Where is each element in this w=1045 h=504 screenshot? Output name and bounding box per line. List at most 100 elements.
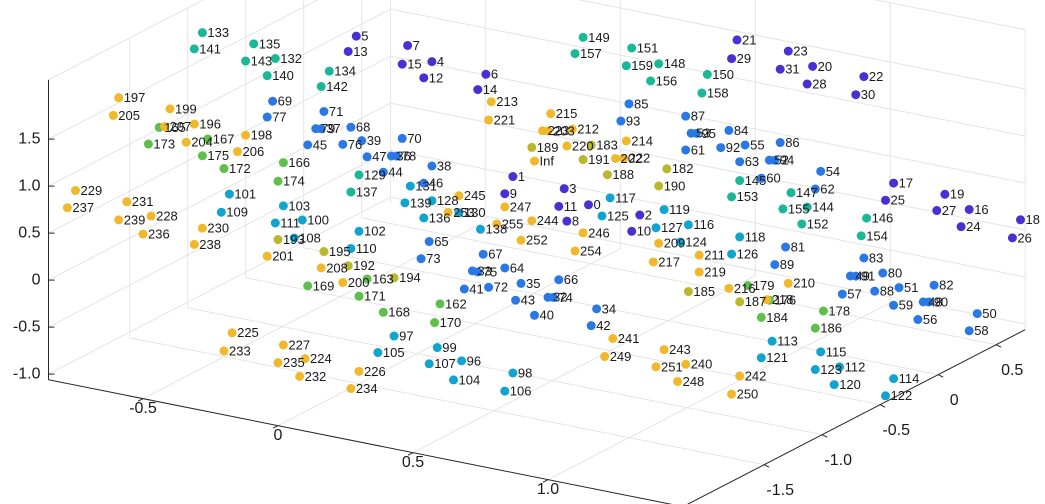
point-label: 187 [745,294,767,309]
point-label: 2 [645,207,652,222]
point [600,352,610,362]
point [427,57,437,67]
grid-line [412,275,756,454]
point [683,287,693,297]
point [956,222,966,232]
point [889,178,899,188]
point-label: 248 [683,374,705,389]
grid-line [390,149,1026,278]
grid-line [48,55,391,234]
point-label: 53 [696,126,710,141]
point-label: 90 [934,294,948,309]
point [651,223,661,233]
grid-line [48,196,391,375]
point-label: 97 [399,328,413,343]
point-label: 243 [669,342,691,357]
point [964,205,974,214]
point-label: 42 [596,318,610,333]
point [432,343,442,353]
point [197,151,207,161]
point-label: 19 [950,187,964,202]
point-label: 31 [785,62,799,77]
point-label: 108 [299,230,321,245]
point-label: 74 [558,290,572,305]
point [424,237,434,247]
point-label: 215 [556,106,578,121]
y-tick-label: -1.5 [766,482,794,499]
point [648,257,658,267]
point [735,176,745,186]
point [419,73,429,83]
point [500,263,510,273]
point-label: 28 [812,76,826,91]
point [735,371,745,381]
point-label: 113 [777,334,798,349]
point-label: 204 [191,135,213,150]
point [189,239,199,249]
point-label: 207 [170,119,192,134]
point [783,278,793,288]
point-label: 247 [510,199,532,214]
point [500,189,510,199]
grid-line [142,221,486,400]
point [781,242,791,252]
grid-line [303,247,939,376]
point-label: 52 [774,153,788,168]
point-label: 133 [207,25,229,40]
point-label: 165 [164,120,186,135]
point-label: 83 [869,250,883,265]
point-label: 211 [704,248,725,263]
point-label: 142 [326,79,348,94]
point-label: 224 [310,351,332,366]
point-label: 139 [410,195,432,210]
point [808,61,818,71]
point-label: 49 [855,268,869,283]
point-label: 153 [737,189,759,204]
point [697,88,707,98]
point [351,31,361,41]
point [605,193,615,203]
point-label: 13 [353,44,367,59]
point-label: 125 [607,208,629,223]
point-label: 57 [847,287,861,302]
grid-line [129,337,765,466]
box-edge [873,0,1026,31]
point [683,220,693,230]
point [203,134,213,144]
grid-line [361,217,997,346]
point-label: 59 [899,298,913,313]
point [775,138,785,148]
point [389,331,399,341]
point-label: 18 [1026,212,1040,227]
point [484,115,494,125]
point-label: 43 [521,293,535,308]
point-label: 44 [388,165,402,180]
y-tick [995,344,1002,348]
point-label: 255 [502,216,524,231]
point-label: 11 [564,199,578,214]
point [562,141,572,151]
point-label: 218 [772,292,794,307]
point [727,249,737,259]
z-tick-label: 1.5 [18,130,40,147]
point [802,79,812,89]
point [578,32,588,42]
point-label: 138 [486,222,508,237]
point [562,216,572,226]
point-label: 195 [329,244,351,259]
point-label: 60 [766,171,780,186]
grid-line [277,248,621,427]
point-label: 70 [407,131,421,146]
point-label: 225 [237,325,259,340]
point [197,223,207,233]
point-label: 72 [494,280,508,295]
point-label: 39 [367,133,381,148]
point-label: 216 [734,281,756,296]
point-label: 173 [153,136,175,151]
point [932,206,942,216]
point [500,202,510,212]
point [586,321,596,331]
point [241,130,251,140]
point [762,295,772,305]
point [508,368,518,378]
